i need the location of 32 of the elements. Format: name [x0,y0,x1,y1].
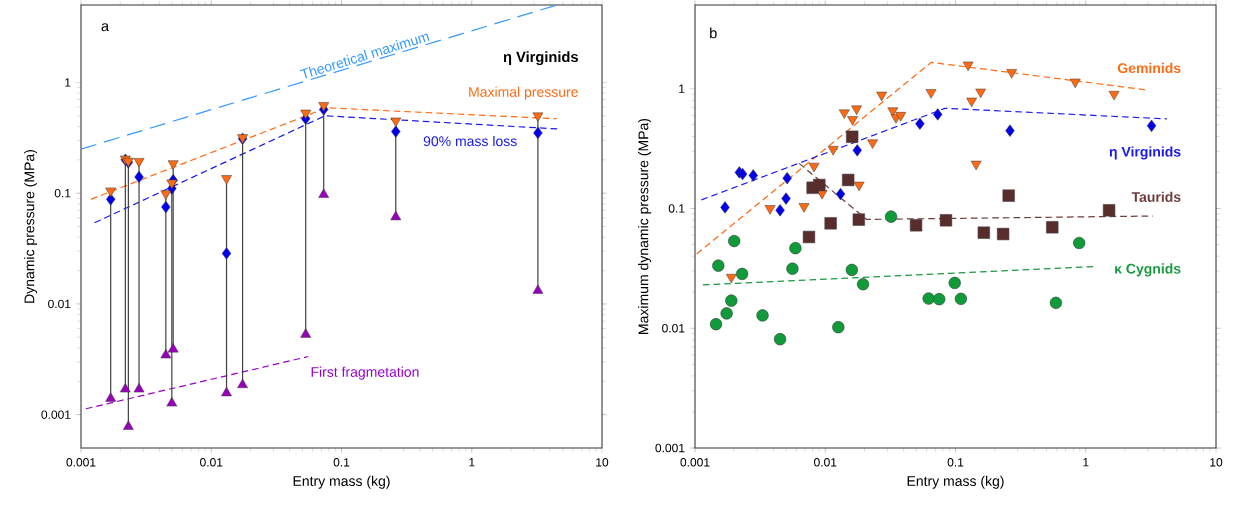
y-tick-label: 0.1 [668,204,685,213]
x-tick-label: 1 [1083,458,1089,467]
text: η Virginids [1109,146,1181,160]
series-label: Taurids [1131,191,1181,202]
series-label: κ Cygnids [1115,263,1181,277]
x-tick-label: 1 [469,458,475,467]
x-axis-title: Entry mass (kg) [907,475,1004,489]
x-tick-label: 0.001 [680,458,710,467]
annotation: a [101,23,110,32]
x-tick-label: 0.01 [200,458,223,467]
y-tick-label: 0.001 [655,443,685,453]
x-tick-label: 10 [1210,458,1223,467]
x-tick-label: 0.1 [333,458,350,467]
annotation: b [710,27,717,39]
x-tick-label: 0.1 [947,458,964,467]
y-tick-label: 1 [65,78,71,87]
series-label: Maximal pressure [469,86,578,100]
series-label: First fragmetation [311,366,419,380]
annotation: η Virginids [503,51,578,66]
x-tick-label: 0.001 [66,458,96,467]
x-axis-title: Entry mass (kg) [293,475,390,489]
y-axis-title: Dynamic pressure (MPa) [24,150,38,303]
y-axis-title: Maximum dynamic pressure (MPa) [638,118,652,334]
x-tick-label: 10 [596,458,609,467]
series-label: Geminids [1117,62,1181,74]
x-tick-label: 0.01 [814,458,837,467]
y-tick-label: 1 [679,84,685,93]
series-label: 90% mass loss [423,135,517,147]
y-tick-label: 0.01 [662,323,685,333]
y-tick-label: 0.001 [41,410,71,419]
y-tick-label: 0.01 [48,299,71,309]
y-tick-label: 0.1 [54,188,71,198]
